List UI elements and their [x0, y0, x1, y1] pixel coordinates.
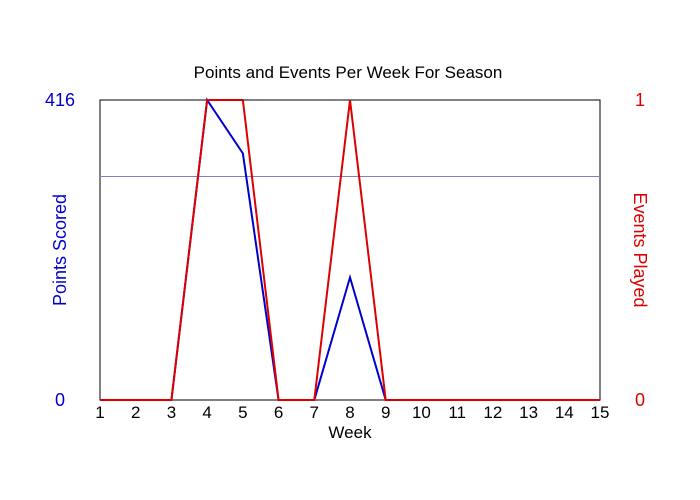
plot-frame	[99, 99, 601, 401]
x-tick-label: 12	[483, 403, 502, 422]
x-tick-labels: 1 2 3 4 5 6 7 8 9 10 11 12 13 14 15	[95, 403, 609, 422]
right-axis: 01	[635, 90, 645, 410]
series-line-events	[100, 99, 600, 401]
x-tick-label: 3	[167, 403, 176, 422]
x-tick-label: 13	[519, 403, 538, 422]
x-tick-label: 5	[238, 403, 247, 422]
x-tick-label: 2	[131, 403, 140, 422]
series-layer	[100, 97, 600, 401]
right-tick-label: 0	[635, 390, 645, 410]
x-tick-label: 10	[412, 403, 431, 422]
x-tick-label: 14	[555, 403, 574, 422]
x-tick-label: 1	[95, 403, 104, 422]
chart-title: Points and Events Per Week For Season	[194, 63, 503, 82]
x-tick-label: 9	[381, 403, 390, 422]
left-axis-label: Points Scored	[50, 194, 70, 306]
x-tick-label: 4	[202, 403, 211, 422]
right-tick-label: 1	[635, 90, 645, 110]
x-tick-label: 6	[274, 403, 283, 422]
left-tick-label: 0	[55, 390, 65, 410]
series-line-points	[100, 97, 600, 401]
right-axis-label: Events Played	[630, 192, 650, 307]
x-tick-label: 15	[591, 403, 610, 422]
x-tick-label: 11	[448, 403, 466, 422]
x-tick-label: 8	[345, 403, 354, 422]
x-tick-label: 7	[310, 403, 319, 422]
plot-area	[99, 99, 601, 401]
left-axis: 0 416	[45, 90, 75, 410]
x-axis-label: Week	[328, 423, 372, 442]
left-tick-label: 416	[45, 90, 75, 110]
